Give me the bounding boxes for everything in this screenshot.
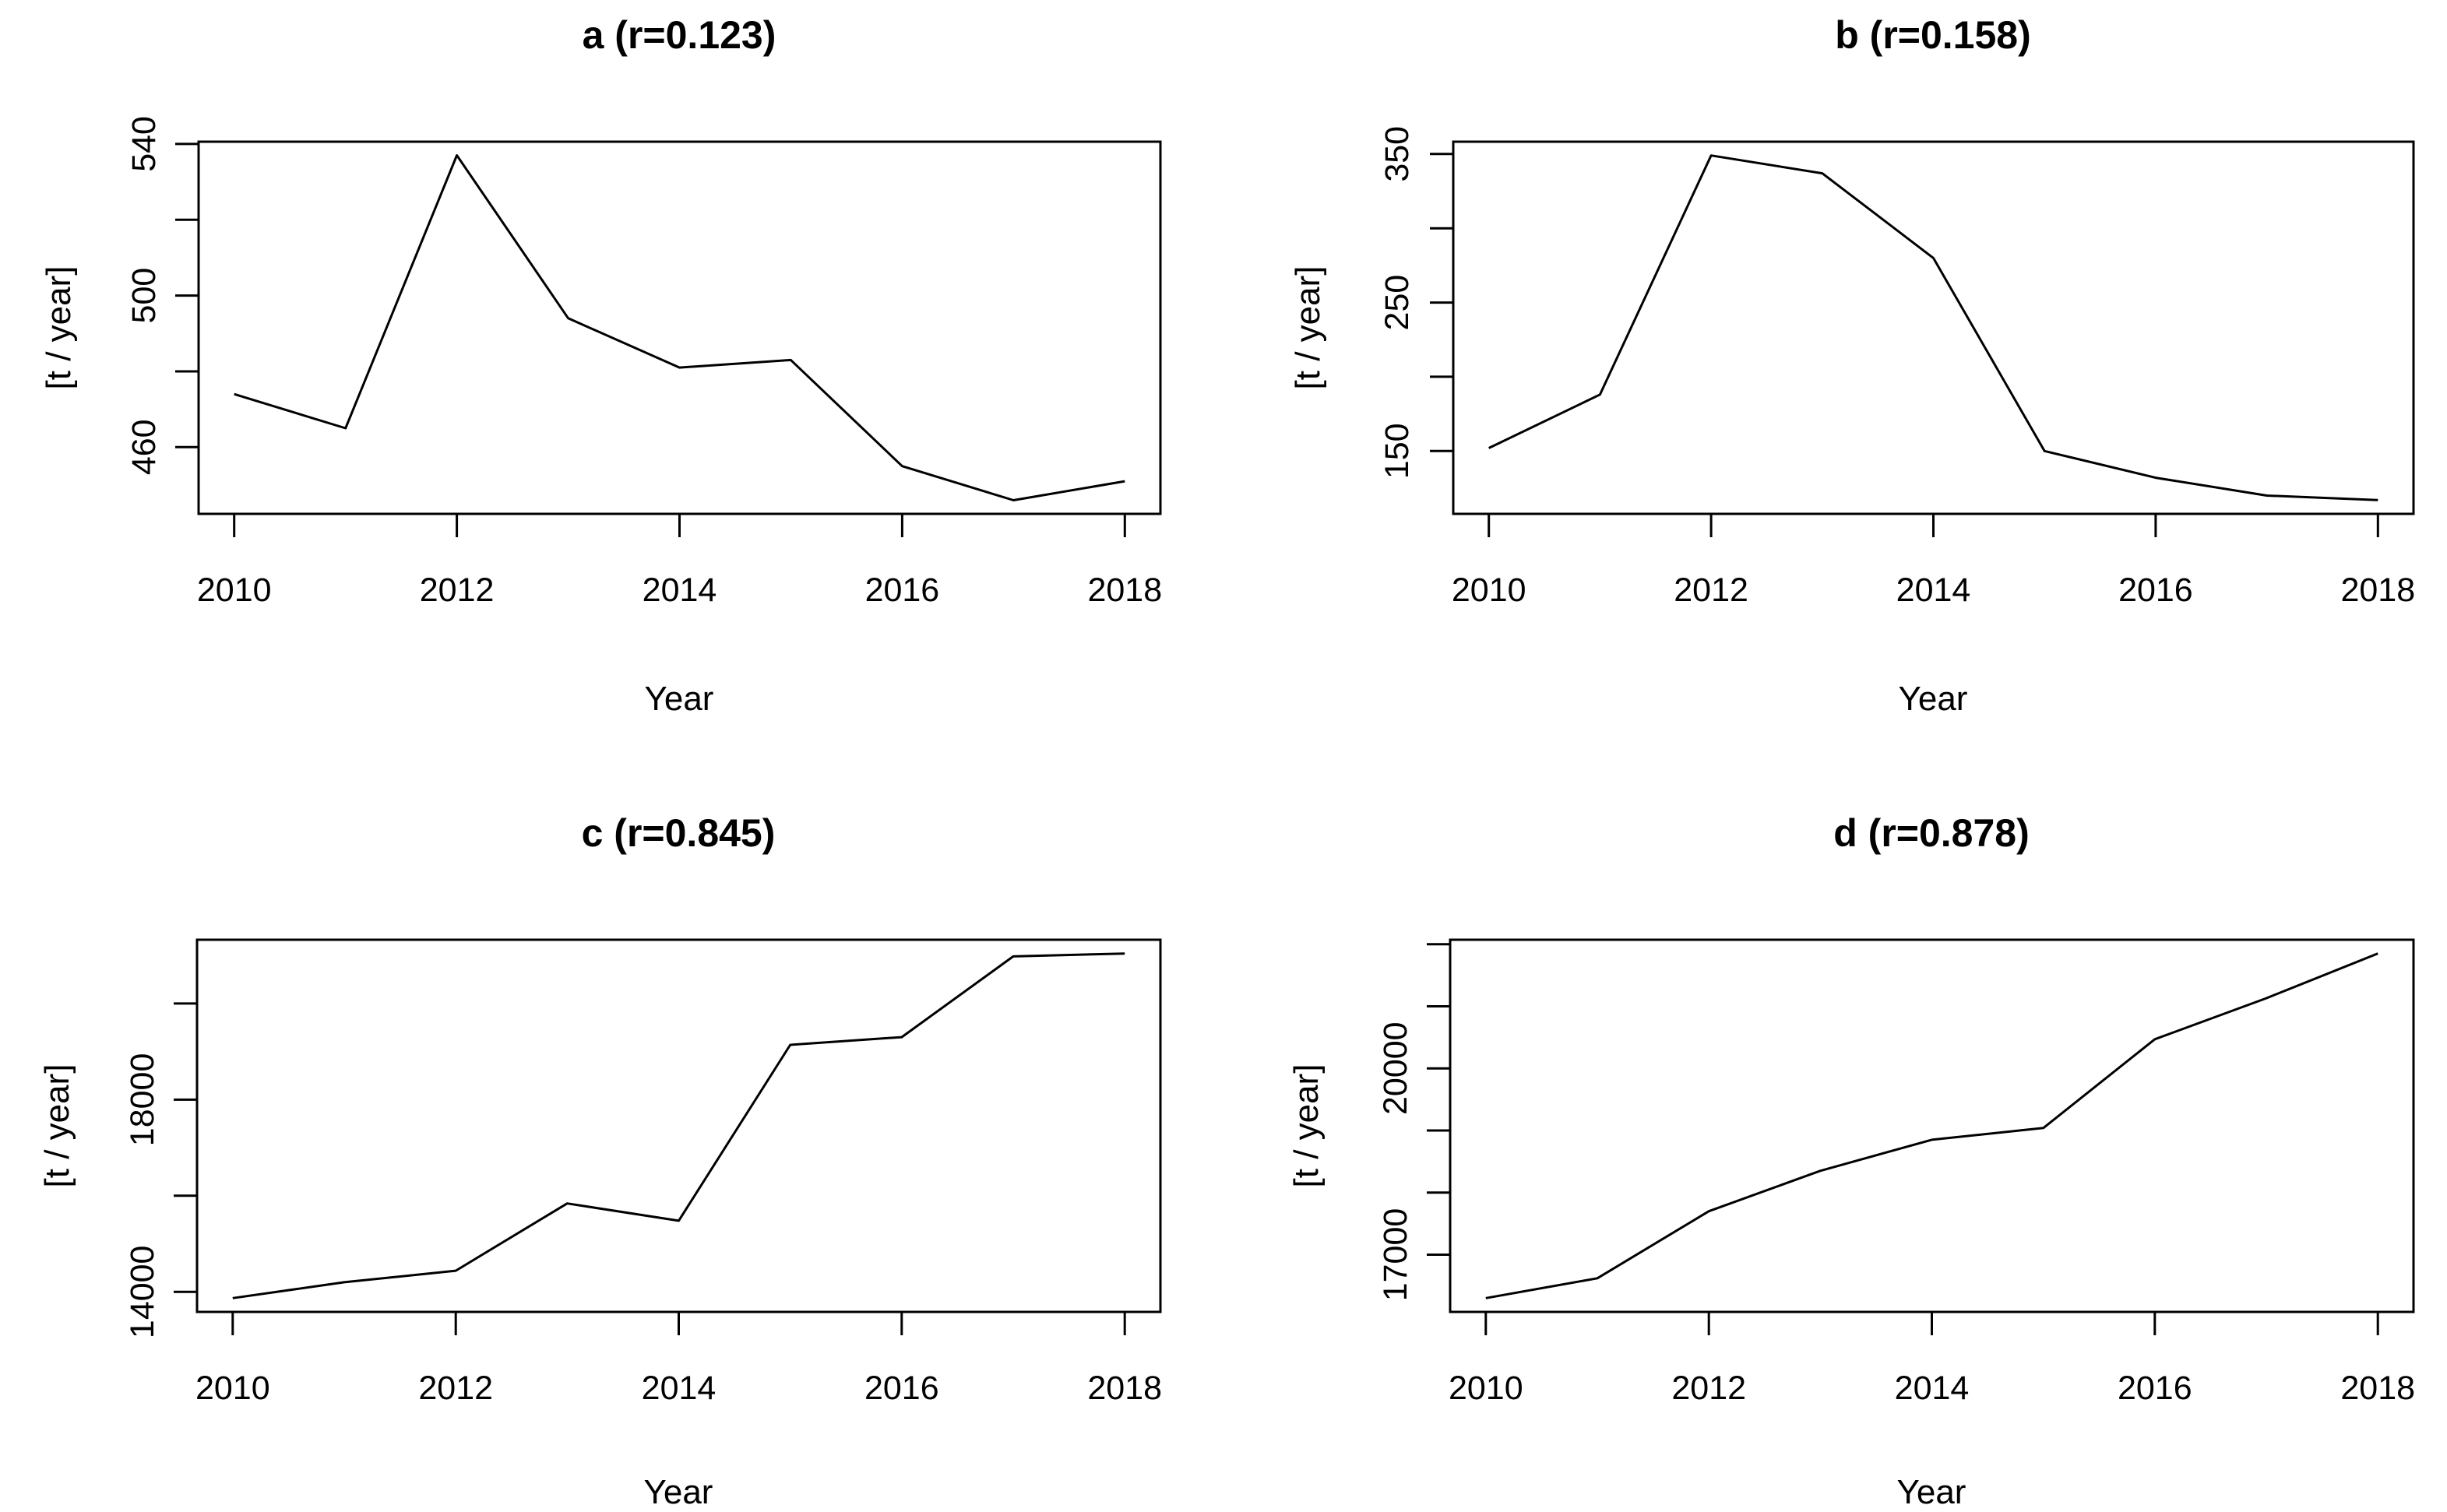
x-tick-label: 2010 <box>1449 1370 1523 1407</box>
plot-box <box>197 140 1162 515</box>
panel-b-ylabel: [t / year] <box>1289 266 1327 390</box>
panel-a: a (r=0.123) [t / year] Year 2010 2012 2014… <box>40 13 1162 718</box>
x-tick-label: 2014 <box>1895 1370 1970 1407</box>
data-line <box>234 154 1125 501</box>
panel-b-title: b (r=0.158) <box>1835 13 2031 57</box>
x-tick-label: 2016 <box>864 1370 939 1407</box>
data-line <box>1488 154 2378 501</box>
x-tick-label: 2018 <box>1087 1370 1162 1407</box>
x-tick-label: 2012 <box>418 1370 493 1407</box>
data-line <box>1485 952 2378 1299</box>
panel-a-xlabel: Year <box>645 680 714 718</box>
panel-c: c (r=0.845) [t / year] Year 2010 2012 2014… <box>38 811 1162 1511</box>
x-tick-label: 2014 <box>643 571 717 609</box>
y-tick-label: 150 <box>1378 423 1416 479</box>
plot-area-d: 2010 2012 2014 2016 2018 17000 20000 <box>1377 938 2415 1407</box>
x-tick-label: 2012 <box>1671 1370 1746 1407</box>
x-tick-label: 2016 <box>2118 1370 2192 1407</box>
x-tick-label: 2010 <box>195 1370 270 1407</box>
y-tick-label: 20000 <box>1377 1021 1414 1115</box>
data-line <box>232 952 1125 1299</box>
y-tick-label: 500 <box>125 268 163 324</box>
y-tick-label: 350 <box>1378 126 1416 182</box>
y-tick-label: 17000 <box>1377 1208 1414 1302</box>
plot-area-b: 2010 2012 2014 2016 2018 150 250 350 <box>1378 126 2415 609</box>
x-tick-label: 2010 <box>197 571 272 609</box>
panel-b-xlabel: Year <box>1899 680 1968 718</box>
panel-d: d (r=0.878) [t / year] Year 2010 2012 2014… <box>1287 811 2415 1511</box>
y-tick-label: 18000 <box>124 1053 161 1147</box>
panel-c-xlabel: Year <box>644 1473 713 1511</box>
panel-c-title: c (r=0.845) <box>582 811 776 855</box>
panel-d-xlabel: Year <box>1897 1473 1966 1511</box>
panel-c-ylabel: [t / year] <box>38 1064 76 1188</box>
x-tick-label: 2016 <box>2118 571 2193 609</box>
x-tick-label: 2014 <box>1896 571 1971 609</box>
plot-box <box>1452 140 2415 515</box>
y-tick-label: 14000 <box>124 1246 161 1339</box>
y-tick-label: 540 <box>125 116 163 172</box>
x-tick-label: 2012 <box>1674 571 1748 609</box>
x-tick-label: 2018 <box>1087 571 1162 609</box>
x-tick-label: 2010 <box>1452 571 1526 609</box>
panel-d-ylabel: [t / year] <box>1287 1064 1326 1188</box>
plot-area-a: 2010 2012 2014 2016 2018 460 500 540 <box>125 116 1162 609</box>
x-tick-label: 2012 <box>420 571 495 609</box>
x-tick-label: 2014 <box>642 1370 716 1407</box>
x-tick-label: 2018 <box>2340 1370 2415 1407</box>
x-tick-label: 2018 <box>2340 571 2415 609</box>
y-tick-label: 460 <box>125 419 163 475</box>
panel-a-ylabel: [t / year] <box>40 266 78 390</box>
y-tick-label: 250 <box>1378 275 1416 331</box>
panel-b: b (r=0.158) [t / year] Year 2010 2012 2014… <box>1289 13 2415 718</box>
x-tick-label: 2016 <box>865 571 940 609</box>
plot-box <box>195 938 1162 1313</box>
plot-box <box>1449 938 2415 1313</box>
panel-a-title: a (r=0.123) <box>583 13 776 57</box>
plot-area-c: 2010 2012 2014 2016 2018 14000 18000 <box>124 938 1162 1407</box>
panel-d-title: d (r=0.878) <box>1833 811 2030 855</box>
